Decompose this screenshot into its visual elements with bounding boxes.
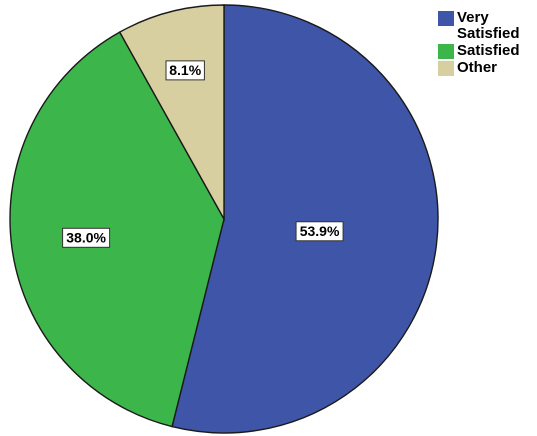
legend-label: Other bbox=[457, 59, 498, 76]
legend-item-satisfied: Satisfied bbox=[438, 43, 520, 59]
pie-slices bbox=[9, 4, 439, 434]
data-label-other: 8.1% bbox=[165, 60, 205, 81]
legend-label: Satisfied bbox=[457, 42, 520, 59]
data-label-text: 38.0% bbox=[66, 229, 106, 245]
pie-slice-other bbox=[118, 4, 225, 222]
pie-data-labels: 53.9% 38.0% 8.1% bbox=[62, 60, 344, 248]
data-label-text: 8.1% bbox=[169, 62, 201, 78]
legend-label: Very Satisfied bbox=[457, 9, 520, 42]
data-label-box bbox=[165, 60, 205, 81]
chart-legend: Very Satisfied Satisfied Other bbox=[438, 10, 520, 77]
data-label-box bbox=[62, 227, 111, 248]
data-label-box bbox=[295, 221, 344, 242]
legend-swatch bbox=[438, 61, 454, 76]
pie-slice-very-satisfied bbox=[171, 4, 439, 434]
legend-swatch bbox=[438, 11, 454, 26]
legend-swatch bbox=[438, 44, 454, 59]
data-label-text: 53.9% bbox=[300, 223, 340, 239]
pie-slice-satisfied bbox=[9, 31, 225, 428]
data-label-satisfied: 38.0% bbox=[62, 227, 111, 248]
data-label-very-satisfied: 53.9% bbox=[295, 221, 344, 242]
legend-item-other: Other bbox=[438, 60, 520, 76]
legend-item-very-satisfied: Very Satisfied bbox=[438, 10, 520, 42]
